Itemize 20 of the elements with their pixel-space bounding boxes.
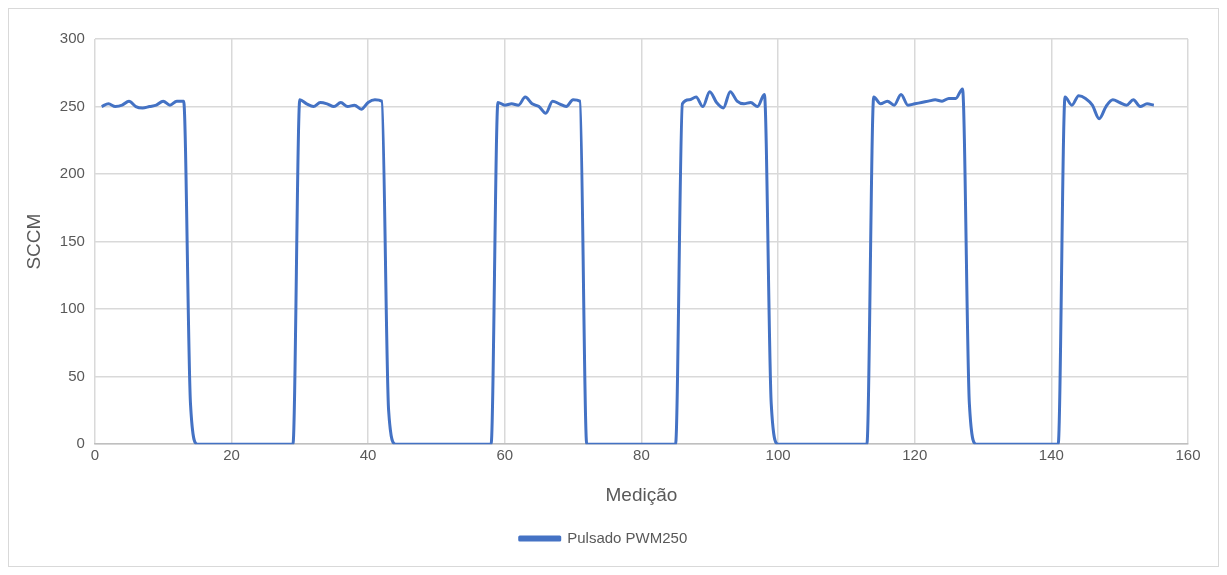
y-tick-label: 150 bbox=[59, 231, 85, 249]
line-series bbox=[100, 87, 1156, 445]
x-tick-label: 160 bbox=[1175, 446, 1201, 464]
y-tick-label: 300 bbox=[59, 29, 85, 47]
x-tick-label: 140 bbox=[1038, 446, 1064, 464]
x-tick-label: 0 bbox=[90, 446, 99, 464]
x-tick-label: 20 bbox=[223, 446, 240, 464]
x-tick-label: 60 bbox=[496, 446, 514, 464]
y-tick-label: 250 bbox=[59, 96, 85, 114]
x-tick-label: 100 bbox=[765, 446, 791, 464]
y-tick-label: 100 bbox=[59, 299, 85, 317]
y-tick-label: 0 bbox=[76, 434, 85, 452]
x-tick-label: 80 bbox=[633, 446, 650, 464]
legend-label: Pulsado PWM250 bbox=[567, 528, 688, 546]
y-tick-label: 50 bbox=[68, 366, 85, 384]
y-tick-label: 200 bbox=[59, 164, 85, 182]
y-axis-title: SCCM bbox=[22, 213, 44, 270]
x-tick-label: 120 bbox=[902, 446, 928, 464]
x-tick-label: 40 bbox=[359, 446, 377, 464]
x-axis-title: Medição bbox=[605, 483, 678, 505]
